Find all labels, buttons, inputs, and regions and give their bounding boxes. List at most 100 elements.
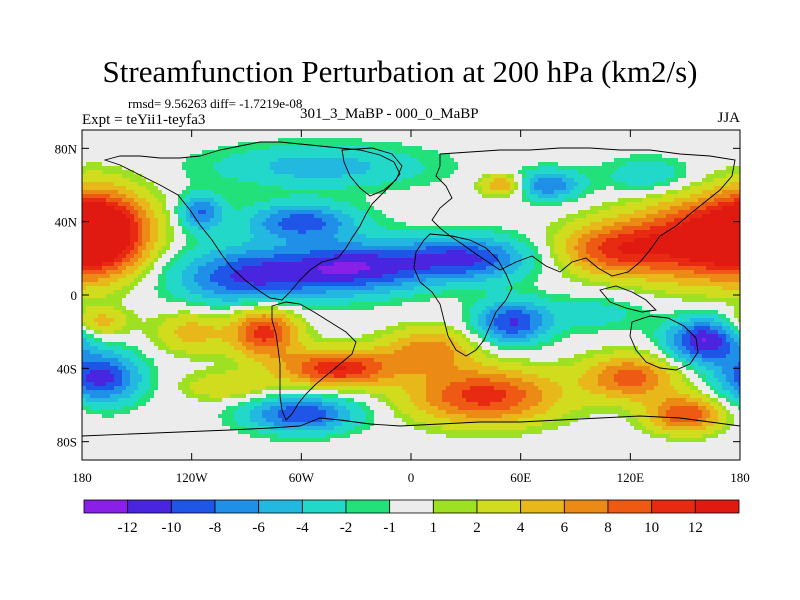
field-cell — [670, 190, 675, 195]
field-cell — [134, 230, 139, 235]
field-cell — [674, 194, 679, 199]
field-cell — [158, 194, 163, 199]
field-cell — [266, 130, 271, 135]
field-cell — [242, 242, 247, 247]
field-cell — [174, 226, 179, 231]
field-cell — [406, 206, 411, 211]
field-cell — [622, 226, 627, 231]
field-cell — [662, 186, 667, 191]
field-cell — [662, 138, 667, 143]
field-cell — [426, 226, 431, 231]
field-cell — [282, 222, 287, 227]
field-cell — [730, 146, 735, 151]
field-cell — [326, 134, 331, 139]
field-cell — [702, 166, 707, 171]
field-cell — [542, 222, 547, 227]
field-cell — [402, 246, 407, 251]
field-cell — [334, 134, 339, 139]
field-cell — [374, 226, 379, 231]
field-cell — [346, 146, 351, 151]
field-cell — [582, 150, 587, 155]
field-cell — [694, 154, 699, 159]
field-cell — [426, 194, 431, 199]
field-cell — [534, 138, 539, 143]
field-cell — [222, 162, 227, 167]
field-cell — [690, 242, 695, 247]
field-cell — [718, 154, 723, 159]
field-cell — [342, 238, 347, 243]
field-cell — [502, 158, 507, 163]
field-cell — [722, 238, 727, 243]
field-cell — [262, 166, 267, 171]
field-cell — [202, 150, 207, 155]
field-cell — [690, 166, 695, 171]
field-cell — [562, 186, 567, 191]
field-cell — [294, 230, 299, 235]
field-cell — [706, 178, 711, 183]
field-cell — [218, 142, 223, 147]
field-cell — [406, 234, 411, 239]
field-cell — [198, 246, 203, 251]
field-cell — [434, 162, 439, 167]
field-cell — [534, 146, 539, 151]
field-cell — [718, 206, 723, 211]
field-cell — [426, 138, 431, 143]
field-cell — [394, 150, 399, 155]
field-cell — [590, 182, 595, 187]
field-cell — [582, 186, 587, 191]
field-cell — [502, 154, 507, 159]
field-cell — [222, 174, 227, 179]
field-cell — [674, 246, 679, 251]
field-cell — [258, 206, 263, 211]
field-cell — [178, 138, 183, 143]
field-cell — [666, 154, 671, 159]
field-cell — [426, 198, 431, 203]
field-cell — [234, 158, 239, 163]
field-cell — [222, 202, 227, 207]
field-cell — [482, 146, 487, 151]
field-cell — [90, 134, 95, 139]
field-cell — [542, 142, 547, 147]
field-cell — [374, 214, 379, 219]
field-cell — [230, 234, 235, 239]
field-cell — [630, 162, 635, 167]
field-cell — [606, 222, 611, 227]
field-cell — [630, 226, 635, 231]
field-cell — [618, 190, 623, 195]
field-cell — [558, 186, 563, 191]
field-cell — [738, 238, 740, 243]
field-cell — [614, 226, 619, 231]
field-cell — [650, 138, 655, 143]
field-cell — [498, 242, 503, 247]
field-cell — [602, 242, 607, 247]
field-cell — [442, 234, 447, 239]
field-cell — [270, 174, 275, 179]
field-cell — [490, 222, 495, 227]
field-cell — [462, 134, 467, 139]
field-cell — [102, 142, 107, 147]
field-cell — [138, 210, 143, 215]
field-cell — [650, 234, 655, 239]
field-cell — [534, 194, 539, 199]
field-cell — [402, 202, 407, 207]
field-cell — [710, 130, 715, 135]
field-cell — [490, 130, 495, 135]
field-cell — [470, 170, 475, 175]
field-cell — [406, 194, 411, 199]
field-cell — [370, 138, 375, 143]
field-cell — [90, 130, 95, 135]
field-cell — [154, 230, 159, 235]
field-cell — [386, 142, 391, 147]
field-cell — [538, 142, 543, 147]
field-cell — [146, 218, 151, 223]
field-cell — [522, 134, 527, 139]
field-cell — [294, 158, 299, 163]
field-cell — [138, 198, 143, 203]
field-cell — [302, 218, 307, 223]
field-cell — [294, 202, 299, 207]
field-cell — [210, 226, 215, 231]
field-cell — [98, 130, 103, 135]
field-cell — [478, 146, 483, 151]
field-cell — [670, 246, 675, 251]
field-cell — [198, 194, 203, 199]
